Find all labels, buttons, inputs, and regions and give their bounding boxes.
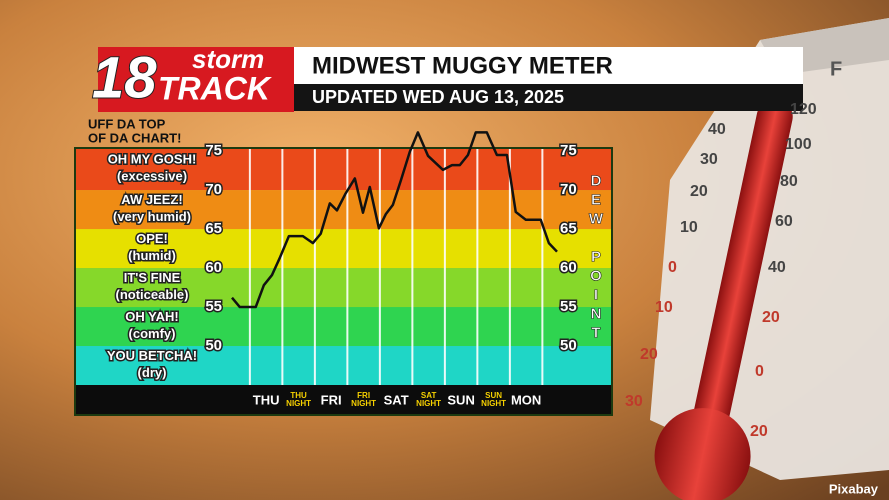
- y2-tick-label: 70: [560, 181, 577, 198]
- y2-tick-label: 55: [560, 298, 577, 315]
- band-note: (very humid): [113, 209, 191, 224]
- thermometer-label: 10: [655, 299, 673, 316]
- thermometer-label: 40: [708, 121, 726, 138]
- thermometer-label: 100: [785, 136, 812, 153]
- band-note: (excessive): [117, 168, 187, 183]
- band-name: IT'S FINE: [124, 270, 181, 285]
- band-note: (noticeable): [116, 287, 189, 302]
- band-name: AW JEEZ!: [121, 192, 182, 207]
- band-name: YOU BETCHA!: [107, 348, 197, 363]
- x-tick-label: FRI NIGHT: [351, 391, 377, 408]
- chart-subtitle: UPDATED WED AUG 13, 2025: [312, 87, 564, 107]
- y2-tick-label: 75: [560, 142, 577, 159]
- band-note: (dry): [138, 365, 167, 380]
- annotation: UFF DA TOP: [88, 116, 166, 131]
- y2-tick-label: 50: [560, 337, 577, 354]
- band-name: OH YAH!: [125, 309, 178, 324]
- thermometer-label: 20: [690, 183, 708, 200]
- thermometer-label: 60: [775, 213, 793, 230]
- frame: [74, 147, 613, 416]
- thermometer-label: 20: [750, 423, 768, 440]
- thermometer-label: 20: [640, 346, 658, 363]
- thermometer-label: 120: [790, 101, 817, 118]
- category-bar: [75, 385, 612, 415]
- y-axis-label: DEW POINT: [587, 172, 605, 344]
- title-bar: [294, 47, 803, 84]
- thermometer: [654, 98, 793, 500]
- thermometer-label: 80: [780, 173, 798, 190]
- y-tick-label: 60: [205, 259, 222, 276]
- credit: Pixabay: [829, 481, 879, 496]
- x-tick-label: SUN: [447, 392, 475, 408]
- logo-box: [98, 47, 294, 112]
- thermometer-label: 10: [680, 219, 698, 236]
- band-note: (humid): [128, 248, 176, 263]
- subtitle-bar: [294, 84, 803, 111]
- x-tick-label: FRI: [320, 392, 342, 408]
- y-tick-label: 75: [205, 142, 222, 159]
- y-tick-label: 70: [205, 181, 222, 198]
- band: [75, 268, 612, 308]
- x-tick-label: SAT NIGHT: [416, 391, 442, 408]
- annotation: OF DA CHART!: [88, 130, 181, 145]
- band: [75, 229, 612, 269]
- y2-tick-label: 65: [560, 220, 577, 237]
- thermometer-tube: [689, 98, 793, 452]
- logo-top: storm: [192, 44, 264, 74]
- y-tick-label: 65: [205, 220, 222, 237]
- x-tick-label: SUN NIGHT: [481, 391, 507, 408]
- line: [231, 131, 558, 309]
- band-name: OH MY GOSH!: [108, 151, 197, 166]
- band-name: OPE!: [136, 231, 168, 246]
- band: [75, 148, 612, 191]
- y-tick-label: 50: [205, 337, 222, 354]
- chart-title: MIDWEST MUGGY METER: [312, 52, 613, 79]
- x-tick-label: THU NIGHT: [286, 391, 312, 408]
- plot: OH MY GOSH! (excessive) AW JEEZ! (very humi…: [74, 131, 613, 416]
- thermometer-label: 20: [762, 309, 780, 326]
- thermometer-label: 30: [625, 393, 643, 410]
- thermometer-label: 0: [755, 363, 764, 380]
- logo-number: 18: [92, 45, 157, 110]
- band-note: (comfy): [129, 326, 176, 341]
- x-tick-label: SAT: [383, 392, 409, 408]
- band: [75, 307, 612, 347]
- x-tick-label: THU: [252, 392, 280, 408]
- thermometer-bulb: [654, 408, 751, 500]
- thermometer-label: 0: [668, 259, 677, 276]
- thermometer-label: 40: [768, 259, 786, 276]
- thermometer-unit: F: [830, 58, 842, 80]
- logo-bottom: TRACK: [158, 70, 273, 106]
- x-tick-label: MON: [510, 392, 542, 408]
- thermometer-label: 30: [700, 151, 718, 168]
- band: [75, 346, 612, 385]
- y2-tick-label: 60: [560, 259, 577, 276]
- y-tick-label: 55: [205, 298, 222, 315]
